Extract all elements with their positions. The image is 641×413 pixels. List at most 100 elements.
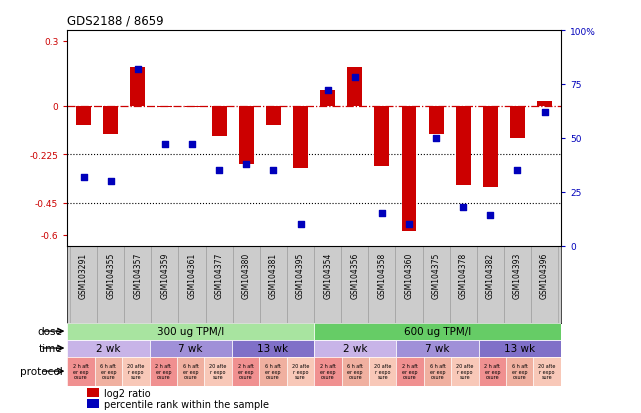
Point [296, 221, 306, 228]
Bar [239, 106, 254, 164]
Bar [266, 106, 281, 126]
Point [458, 204, 469, 211]
Text: 2 h aft
er exp
osure: 2 h aft er exp osure [73, 363, 89, 379]
Text: GSM104354: GSM104354 [323, 252, 332, 299]
Text: 6 h aft
er exp
osure: 6 h aft er exp osure [265, 363, 281, 379]
Text: 20 afte
r expo
sure: 20 afte r expo sure [210, 363, 227, 379]
Bar [232, 340, 314, 357]
Bar [122, 357, 149, 386]
Point [187, 142, 197, 148]
Point [404, 221, 414, 228]
Point [78, 174, 88, 180]
Text: protocol: protocol [20, 366, 62, 376]
Text: GSM104358: GSM104358 [378, 252, 387, 298]
Text: 6 h aft
er exp
osure: 6 h aft er exp osure [347, 363, 363, 379]
Point [512, 167, 522, 174]
Text: dose: dose [37, 326, 62, 336]
Bar [158, 106, 172, 107]
Point [106, 178, 116, 185]
Text: 7 wk: 7 wk [178, 343, 203, 353]
Text: GSM104375: GSM104375 [431, 252, 440, 299]
Text: percentile rank within the sample: percentile rank within the sample [104, 399, 269, 409]
Bar [103, 106, 118, 134]
Bar [396, 340, 479, 357]
Bar [67, 357, 95, 386]
Bar [233, 246, 260, 323]
Bar [67, 323, 314, 340]
Bar [178, 246, 206, 323]
Bar [287, 357, 314, 386]
Bar [185, 106, 199, 107]
Text: 2 h aft
er exp
osure: 2 h aft er exp osure [155, 363, 171, 379]
Bar [506, 357, 533, 386]
Bar [537, 102, 552, 106]
Text: GSM104393: GSM104393 [513, 252, 522, 299]
Text: 300 ug TPM/l: 300 ug TPM/l [157, 326, 224, 336]
Text: GSM103291: GSM103291 [79, 252, 88, 298]
Text: GSM104355: GSM104355 [106, 252, 115, 299]
Bar [479, 340, 561, 357]
Bar [341, 246, 369, 323]
Bar [395, 246, 422, 323]
Bar [151, 246, 178, 323]
Bar [374, 106, 389, 166]
Text: 2 wk: 2 wk [96, 343, 121, 353]
Bar [206, 246, 233, 323]
Bar [429, 106, 444, 134]
Text: 6 h aft
er exp
osure: 6 h aft er exp osure [101, 363, 117, 379]
Text: GSM104381: GSM104381 [269, 252, 278, 298]
Text: 13 wk: 13 wk [258, 343, 288, 353]
Bar [95, 357, 122, 386]
Bar [124, 246, 151, 323]
Bar [396, 357, 424, 386]
Text: 2 wk: 2 wk [343, 343, 367, 353]
Bar [342, 357, 369, 386]
Text: log2 ratio: log2 ratio [104, 388, 151, 398]
Point [431, 135, 441, 142]
Bar [314, 246, 341, 323]
Point [322, 88, 333, 95]
Bar [287, 246, 314, 323]
Bar [293, 106, 308, 169]
Bar [314, 323, 561, 340]
Bar [533, 357, 561, 386]
Bar [130, 68, 146, 106]
Text: GSM104378: GSM104378 [459, 252, 468, 298]
Text: GDS2188 / 8659: GDS2188 / 8659 [67, 15, 164, 28]
Bar [456, 106, 470, 186]
Text: 6 h aft
er exp
osure: 6 h aft er exp osure [429, 363, 445, 379]
Bar [149, 357, 177, 386]
Bar [70, 246, 97, 323]
Text: GSM104382: GSM104382 [486, 252, 495, 298]
Text: 20 afte
r expo
sure: 20 afte r expo sure [292, 363, 309, 379]
Bar [369, 357, 396, 386]
Bar [483, 106, 498, 188]
Bar [212, 106, 227, 136]
Bar [451, 357, 479, 386]
Point [133, 66, 143, 73]
Bar [232, 357, 259, 386]
Point [485, 213, 495, 219]
Text: GSM104360: GSM104360 [404, 252, 413, 299]
Point [241, 161, 251, 168]
Text: GSM104361: GSM104361 [188, 252, 197, 298]
Text: 2 h aft
er exp
osure: 2 h aft er exp osure [485, 363, 500, 379]
Bar [260, 246, 287, 323]
Bar [422, 246, 450, 323]
Bar [531, 246, 558, 323]
Text: 6 h aft
er exp
osure: 6 h aft er exp osure [512, 363, 528, 379]
Bar [504, 246, 531, 323]
Bar [259, 357, 287, 386]
Point [160, 142, 170, 148]
Bar [347, 68, 362, 106]
Text: GSM104395: GSM104395 [296, 252, 305, 299]
Text: 13 wk: 13 wk [504, 343, 535, 353]
Bar [424, 357, 451, 386]
Bar [76, 106, 91, 126]
Bar [67, 340, 149, 357]
Text: GSM104377: GSM104377 [215, 252, 224, 299]
Bar [87, 399, 99, 408]
Bar [479, 357, 506, 386]
Text: GSM104380: GSM104380 [242, 252, 251, 298]
Text: 2 h aft
er exp
osure: 2 h aft er exp osure [402, 363, 418, 379]
